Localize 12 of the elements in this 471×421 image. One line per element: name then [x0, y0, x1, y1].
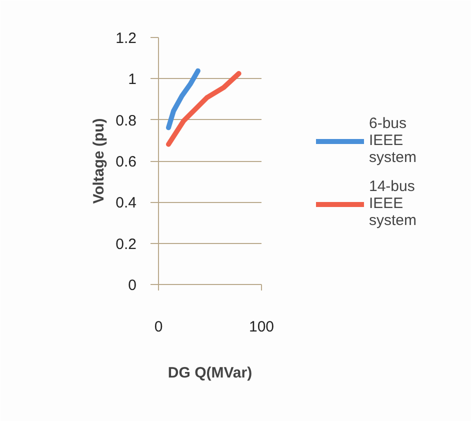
y-tick-label: 0.2	[116, 236, 137, 253]
y-tick-label: 0.4	[116, 194, 137, 212]
x-axis-title: DG Q(MVar)	[168, 364, 252, 382]
y-tick-label: 1	[128, 71, 136, 88]
x-tick-label: 100	[248, 318, 274, 336]
y-tick-label: 1.2	[116, 30, 137, 47]
y-tick-label: 0.8	[116, 112, 137, 130]
y-tick-label: 0.6	[116, 154, 137, 170]
legend-label: 6-bus IEEE system	[369, 115, 417, 166]
legend-label: 14-bus IEEE system	[369, 178, 417, 229]
y-tick-label: 0	[128, 277, 136, 294]
y-axis-title: Voltage (pu)	[90, 118, 108, 204]
